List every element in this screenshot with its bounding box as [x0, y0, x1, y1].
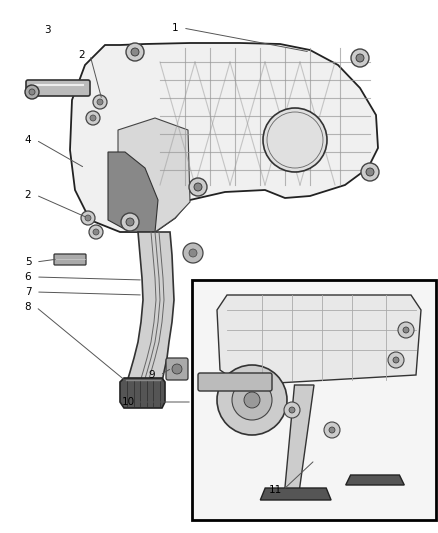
Text: 6: 6 — [25, 272, 31, 282]
Circle shape — [403, 327, 409, 333]
Text: 3: 3 — [44, 25, 50, 35]
Text: 1: 1 — [172, 23, 178, 33]
Circle shape — [189, 178, 207, 196]
Circle shape — [90, 115, 96, 121]
Circle shape — [183, 243, 203, 263]
Circle shape — [131, 48, 139, 56]
Text: 10: 10 — [121, 397, 134, 407]
Circle shape — [172, 364, 182, 374]
Bar — [192, 280, 436, 520]
Text: 11: 11 — [268, 485, 282, 495]
Text: 7: 7 — [25, 287, 31, 297]
Circle shape — [29, 89, 35, 95]
FancyBboxPatch shape — [54, 254, 86, 265]
Circle shape — [356, 54, 364, 62]
Circle shape — [194, 183, 202, 191]
Circle shape — [126, 218, 134, 226]
Circle shape — [86, 111, 100, 125]
Circle shape — [366, 168, 374, 176]
Circle shape — [263, 108, 327, 172]
Circle shape — [232, 380, 272, 420]
Circle shape — [324, 422, 340, 438]
Circle shape — [361, 163, 379, 181]
Polygon shape — [127, 232, 174, 382]
Circle shape — [126, 43, 144, 61]
Text: 2: 2 — [79, 50, 85, 60]
Circle shape — [388, 352, 404, 368]
Circle shape — [284, 402, 300, 418]
Circle shape — [393, 357, 399, 363]
Circle shape — [93, 95, 107, 109]
FancyBboxPatch shape — [26, 80, 90, 96]
Circle shape — [81, 211, 95, 225]
Text: 5: 5 — [25, 257, 31, 267]
Circle shape — [85, 215, 91, 221]
Circle shape — [93, 229, 99, 235]
Text: 2: 2 — [25, 190, 31, 200]
FancyBboxPatch shape — [166, 358, 188, 380]
Text: 8: 8 — [25, 302, 31, 312]
Circle shape — [25, 85, 39, 99]
Circle shape — [97, 99, 103, 105]
Circle shape — [189, 249, 197, 257]
Circle shape — [244, 392, 260, 408]
Polygon shape — [217, 295, 421, 385]
Circle shape — [398, 322, 414, 338]
Polygon shape — [260, 488, 331, 500]
Circle shape — [121, 213, 139, 231]
Text: 9: 9 — [148, 370, 155, 380]
Text: 4: 4 — [25, 135, 31, 145]
Polygon shape — [120, 378, 165, 408]
Polygon shape — [285, 385, 314, 490]
Polygon shape — [118, 118, 190, 232]
Circle shape — [217, 365, 287, 435]
Circle shape — [89, 225, 103, 239]
FancyBboxPatch shape — [198, 373, 272, 391]
Polygon shape — [70, 43, 378, 232]
Polygon shape — [346, 475, 404, 485]
Circle shape — [329, 427, 335, 433]
Circle shape — [351, 49, 369, 67]
Circle shape — [289, 407, 295, 413]
Polygon shape — [108, 152, 158, 232]
